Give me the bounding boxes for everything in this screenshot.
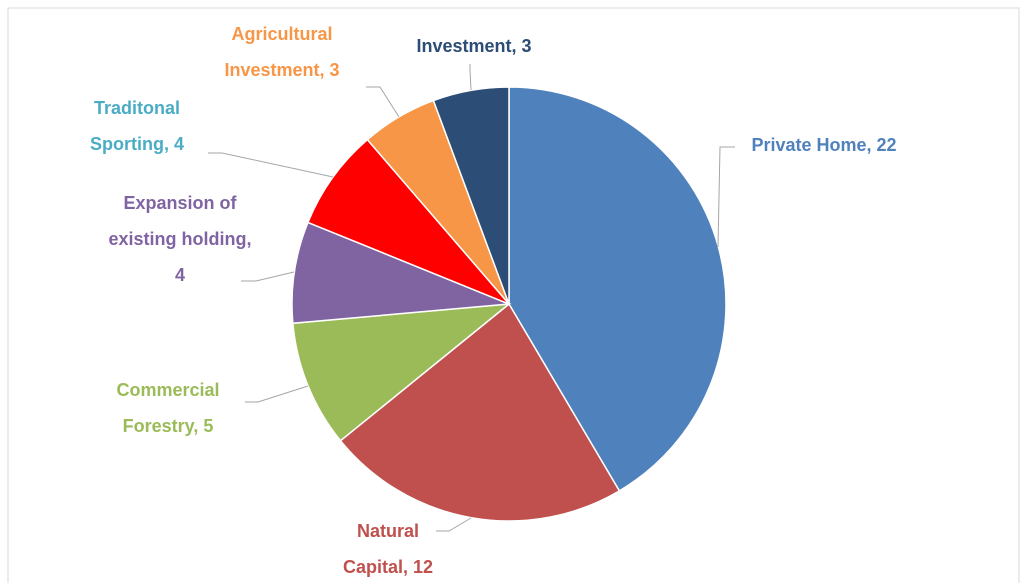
label-category: Expansion of existing holding [108, 193, 247, 249]
pie-slice [292, 303, 512, 442]
label-category: Investment [416, 36, 512, 56]
leader-line [245, 385, 309, 403]
label-value: 4 [174, 265, 185, 285]
label-value: 3 [521, 36, 532, 56]
data-label: Natural Capital, 12 [342, 521, 434, 577]
pie-slice [432, 86, 510, 305]
data-label: Commercial Forestry, 5 [116, 380, 220, 436]
data-label: Agricultural Investment, 3 [224, 24, 340, 80]
data-label: Traditonal Sporting, 4 [89, 98, 185, 154]
label-value: 4 [174, 134, 185, 154]
leader-line [436, 517, 472, 532]
label-value: 5 [203, 416, 214, 436]
chart-border [7, 7, 1020, 583]
pie-slice [306, 138, 510, 305]
label-category: Traditonal Sporting [89, 98, 180, 154]
label-category: Agricultural Investment [224, 24, 333, 80]
leader-line [469, 64, 472, 91]
data-label: Investment, 3 [416, 36, 532, 56]
label-value: 22 [876, 135, 897, 155]
data-label: Expansion of existing holding, 4 [108, 193, 252, 285]
label-category: Natural Capital [342, 521, 419, 577]
label-value: 12 [413, 557, 434, 577]
label-value: 3 [329, 60, 340, 80]
label-category: Commercial Forestry [116, 380, 220, 436]
data-label: Private Home, 22 [751, 135, 897, 155]
leader-line [241, 271, 295, 282]
leader-line [208, 152, 334, 178]
leader-line [366, 86, 400, 118]
pie-slice [291, 221, 510, 325]
leader-line [717, 146, 735, 248]
pie-slice [339, 302, 621, 522]
label-category: Private Home [751, 135, 867, 155]
